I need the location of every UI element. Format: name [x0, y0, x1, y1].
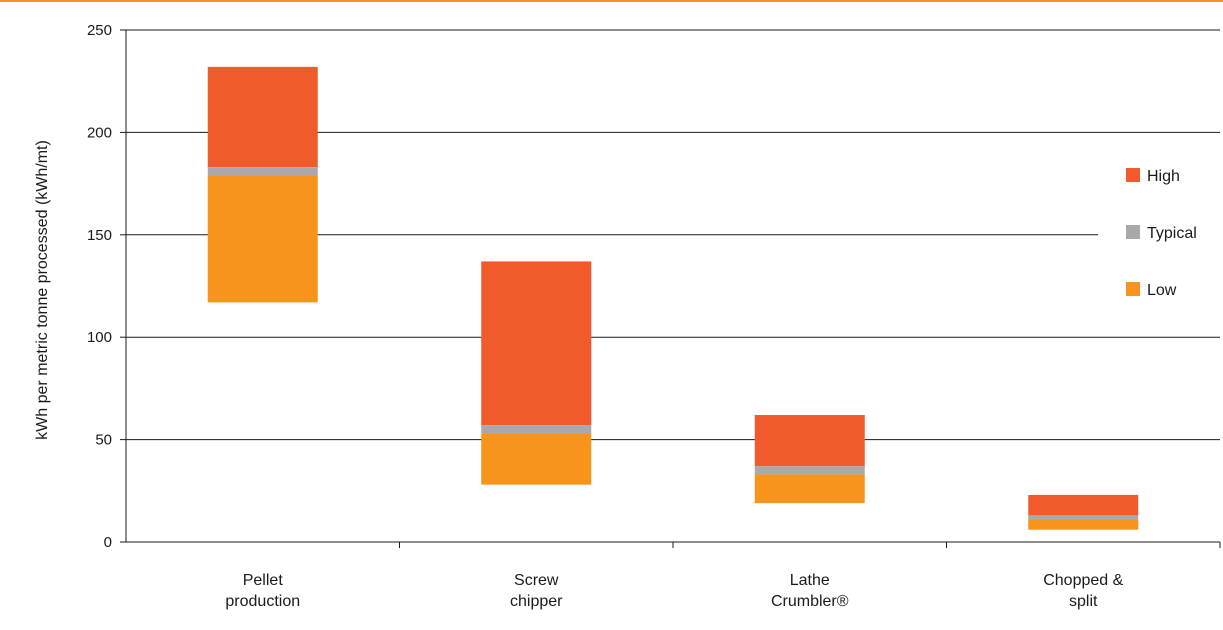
y-tick-label: 0	[104, 534, 112, 551]
bar-typical-2	[754, 466, 865, 475]
y-tick-label: 200	[87, 124, 112, 141]
legend-swatch-typical	[1126, 225, 1140, 239]
y-axis-title: kWh per metric tonne processed (kWh/mt)	[34, 140, 51, 440]
legend-label-high: High	[1147, 168, 1180, 185]
bar-typical-3	[1028, 515, 1139, 520]
legend-label-low: Low	[1147, 282, 1177, 299]
y-tick-label: 250	[87, 22, 112, 39]
bar-low-0	[207, 175, 318, 303]
x-category-label: Chopped & split	[1043, 572, 1123, 610]
bar-high-2	[754, 415, 865, 467]
legend-swatch-low	[1126, 282, 1140, 296]
y-tick-label: 150	[87, 227, 112, 244]
x-tick-labels: Pellet production Screw chipper Lathe Crumble…	[225, 542, 1221, 610]
y-tick-labels: 0 50 100 150 200 250	[87, 22, 126, 551]
bar-high-1	[481, 261, 592, 426]
x-category-label: Pellet production	[225, 572, 300, 610]
bar-typical-1	[481, 425, 592, 434]
y-tick-label: 50	[95, 432, 112, 449]
bar-low-2	[754, 474, 865, 504]
bar-typical-0	[207, 167, 318, 176]
bar-low-1	[481, 433, 592, 485]
legend-swatch-high	[1126, 168, 1140, 182]
x-category-label: Screw chipper	[510, 572, 563, 610]
legend-label-typical: Typical	[1147, 225, 1197, 242]
bar-high-3	[1028, 494, 1139, 516]
bars	[207, 66, 1139, 530]
y-tick-label: 100	[87, 329, 112, 346]
top-accent-rule	[0, 0, 1223, 2]
bar-high-0	[207, 66, 318, 168]
x-category-label: Lathe Crumbler®	[771, 572, 849, 610]
legend: High Typical Low	[1126, 168, 1197, 299]
bar-low-3	[1028, 519, 1139, 530]
